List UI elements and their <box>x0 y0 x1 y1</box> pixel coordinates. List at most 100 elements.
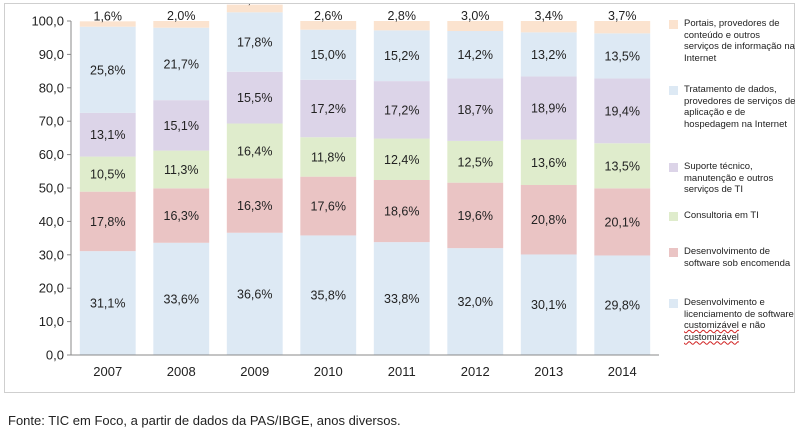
bar-segment <box>594 143 651 189</box>
y-tick-label: 50,0 <box>39 181 64 196</box>
data-label: 18,9% <box>531 102 566 116</box>
legend-label: Desenvolvimento de software sob encomend… <box>684 246 791 269</box>
data-label: 16,4% <box>237 144 272 158</box>
bar-segment <box>226 4 283 13</box>
data-label: 3,4% <box>535 9 564 23</box>
data-label: 20,1% <box>605 215 640 229</box>
data-label: 17,8% <box>237 36 272 50</box>
data-label: 18,7% <box>458 103 493 117</box>
legend-label: Desenvolvimento e licenciamento de softw… <box>684 297 794 343</box>
x-tick-label: 2011 <box>388 364 416 379</box>
legend-item-software-licenciamento: Desenvolvimento e licenciamento de softw… <box>669 297 797 343</box>
data-label: 33,8% <box>384 292 419 306</box>
data-label: 12,4% <box>384 153 419 167</box>
source-note: Fonte: TIC em Foco, a partir de dados da… <box>8 413 401 428</box>
bar-segment <box>226 232 283 355</box>
bar-segment <box>447 31 504 79</box>
bar-segment <box>226 178 283 233</box>
data-label: 15,1% <box>164 119 199 133</box>
data-label: 17,2% <box>311 102 346 116</box>
data-label: 2,6% <box>314 9 343 23</box>
data-label: 20,8% <box>531 213 566 227</box>
bar-segment <box>520 32 577 77</box>
stacked-bar-chart: 0,0 10,0 20,0 30,0 40,0 50,0 60,0 70,0 80,0 90,0 1… <box>31 4 659 379</box>
data-label: 15,2% <box>384 49 419 63</box>
bar-segment <box>79 21 136 27</box>
bar-segment <box>373 81 430 139</box>
data-label: 2,8% <box>388 9 417 23</box>
bar-segment <box>79 26 136 113</box>
legend-item-suporte-tecnico: Suporte técnico, manutenção e outros ser… <box>669 161 797 196</box>
bar-segment <box>300 21 357 30</box>
y-tick-label: 30,0 <box>39 247 64 262</box>
data-label: 31,1% <box>90 297 125 311</box>
y-tick-label: 60,0 <box>39 147 64 162</box>
legend-label: Portais, provedores de conteúdo e outros… <box>684 18 795 64</box>
legend-label: Consultoria em TI <box>684 210 759 221</box>
data-label: 11,3% <box>164 163 199 177</box>
y-tick-label: 40,0 <box>39 214 64 229</box>
legend-item-tratamento-de-dados: Tratamento de dados, provedores de servi… <box>669 84 797 130</box>
data-label: 19,4% <box>605 104 640 118</box>
data-label: 13,5% <box>605 159 640 173</box>
bar-segment <box>300 29 357 80</box>
data-label: 17,6% <box>311 200 346 214</box>
data-label: 2,3% <box>241 4 270 7</box>
bar-segment <box>373 179 430 243</box>
data-label: 30,1% <box>531 298 566 312</box>
legend-swatch <box>669 299 678 308</box>
bar-segment <box>594 33 651 79</box>
x-tick-label: 2008 <box>167 364 196 379</box>
bar-segment <box>520 76 577 140</box>
bar-segment <box>300 235 357 355</box>
bar-segment <box>520 21 577 33</box>
data-label: 19,6% <box>458 209 493 223</box>
bar-segment <box>79 251 136 355</box>
bar-segment <box>153 21 210 28</box>
bar-segment <box>594 78 651 144</box>
bar-segment <box>373 138 430 180</box>
data-label: 16,3% <box>164 209 199 223</box>
bar-segment <box>520 139 577 185</box>
data-label: 13,5% <box>605 49 640 63</box>
bar-segment <box>153 242 210 355</box>
x-tick-label: 2012 <box>461 364 490 379</box>
bar-segment <box>447 140 504 183</box>
chart-frame: 0,0 10,0 20,0 30,0 40,0 50,0 60,0 70,0 80,0 90,0 1… <box>4 3 795 393</box>
data-label: 35,8% <box>311 289 346 303</box>
bar-segment <box>373 30 430 82</box>
data-label: 33,6% <box>164 292 199 306</box>
bar-segment <box>153 27 210 101</box>
data-label: 32,0% <box>458 295 493 309</box>
bar-segment <box>520 184 577 255</box>
legend-item-consultoria: Consultoria em TI <box>669 210 797 222</box>
data-label: 29,8% <box>605 299 640 313</box>
legend-label: Suporte técnico, manutenção e outros ser… <box>684 161 774 195</box>
legend-swatch <box>669 248 678 257</box>
bar-segment <box>520 254 577 355</box>
legend-item-software-sob-encomenda: Desenvolvimento de software sob encomend… <box>669 246 797 269</box>
bar-segment <box>594 188 651 256</box>
data-label: 3,7% <box>608 9 637 23</box>
data-label: 13,1% <box>90 128 125 142</box>
data-label: 18,6% <box>384 205 419 219</box>
data-label: 3,0% <box>461 9 490 23</box>
data-label: 13,6% <box>531 156 566 170</box>
y-tick-label: 100,0 <box>31 14 64 29</box>
bar-segment <box>153 150 210 189</box>
bar-segment <box>79 156 136 192</box>
data-label: 1,6% <box>94 9 123 23</box>
data-label: 12,5% <box>458 155 493 169</box>
legend-swatch <box>669 86 678 95</box>
data-label: 11,8% <box>311 150 346 164</box>
bar-segment <box>300 176 357 236</box>
bar-segment <box>594 21 651 34</box>
data-label: 17,2% <box>384 103 419 117</box>
bar-segment <box>447 78 504 141</box>
legend-swatch <box>669 163 678 172</box>
data-label: 15,5% <box>237 91 272 105</box>
legend-label: Tratamento de dados, provedores de servi… <box>684 84 796 130</box>
bar-segment <box>226 71 283 124</box>
data-label: 16,3% <box>237 199 272 213</box>
data-label: 10,5% <box>90 168 125 182</box>
